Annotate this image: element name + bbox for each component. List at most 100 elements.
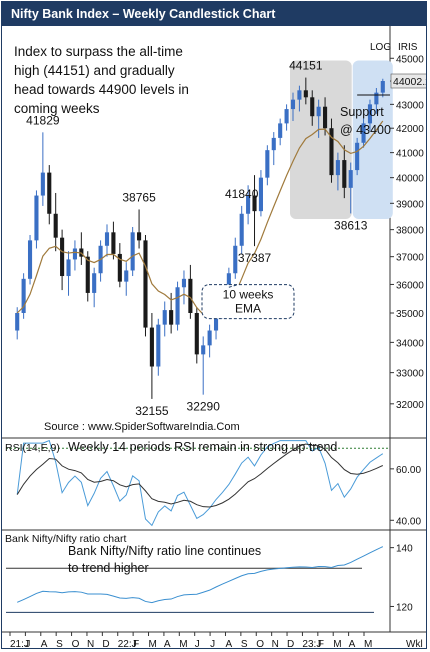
x-tick-label: A (164, 639, 171, 649)
x-tick-label: D (102, 639, 109, 649)
candle-body (348, 170, 353, 188)
candle-body (284, 109, 289, 124)
x-tick-label: S (56, 639, 63, 649)
candle-body (143, 240, 148, 328)
ema-callout-text: EMA (235, 302, 261, 316)
ratio-y-tick-label: 140 (396, 544, 413, 555)
x-tick-label: F (318, 639, 324, 649)
peak-label: 44151 (289, 59, 323, 73)
ratio-line (17, 546, 384, 604)
candle-body (34, 195, 39, 241)
x-tick-label: O (256, 639, 264, 649)
candle-body (47, 172, 52, 214)
source-text: Source : www.SpiderSoftwareIndia.Com (44, 421, 240, 433)
candle-body (207, 330, 212, 346)
x-tick-label: M (179, 639, 187, 649)
x-tick-label: 22:J (118, 639, 137, 649)
candle-body (137, 232, 142, 241)
peak-label: 41840 (225, 187, 259, 201)
ema-callout-text: 10 weeks (223, 288, 274, 302)
y-tick-label: 35000 (396, 309, 424, 320)
candle-body (278, 123, 283, 138)
peak-label: 32290 (187, 400, 221, 414)
ratio-caption: to trend higher (68, 561, 149, 575)
candle-body (233, 245, 238, 274)
annotation-text: high (44151) and gradually (14, 63, 175, 78)
log-label: LOG (370, 42, 391, 53)
y-tick-label: 43000 (396, 100, 424, 111)
candle-body (15, 312, 20, 331)
candle-body (175, 287, 180, 325)
candle-body (130, 232, 135, 271)
x-tick-label: M (149, 639, 157, 649)
x-tick-label: M (333, 639, 341, 649)
y-tick-label: 37000 (396, 253, 424, 264)
x-tick-label: S (241, 639, 248, 649)
candle-body (53, 213, 58, 238)
candle-body (162, 310, 167, 325)
candle-body (367, 104, 373, 124)
y-tick-label: 45000 (396, 54, 424, 65)
consolidation-highlight (290, 60, 352, 220)
candle-body (374, 92, 379, 105)
candle-body (290, 99, 296, 110)
candle-body (124, 270, 129, 282)
y-tick-label: 32000 (396, 400, 424, 411)
candle-body (303, 90, 308, 98)
x-tick-label: 21:J (10, 639, 29, 649)
x-tick-label: M (364, 639, 372, 649)
candle-body (252, 195, 257, 212)
ema-callout-pointer (228, 284, 239, 288)
candle-body (380, 81, 385, 93)
last-value-label: 44002.2 (393, 76, 427, 88)
candle-body (323, 106, 328, 129)
x-tick-label: A (225, 639, 232, 649)
candle-body (316, 106, 321, 117)
candle-body (194, 312, 199, 355)
candle-body (117, 253, 122, 282)
x-tick-label: O (72, 639, 80, 649)
candle-body (310, 97, 315, 117)
candle-body (149, 327, 154, 367)
candle-body (92, 273, 97, 293)
annotation-text: head towards 44900 levels in (14, 82, 189, 97)
candle-body (361, 123, 366, 143)
candle-body (213, 310, 219, 331)
ema-line (16, 120, 384, 318)
candle-body (297, 90, 302, 100)
candle-body (355, 142, 360, 171)
x-tick-label: F (133, 639, 139, 649)
breakout-highlight (352, 60, 393, 220)
candle-body (226, 273, 231, 293)
candle-body (246, 195, 251, 214)
annotation-text: coming weeks (14, 101, 100, 116)
rsi-line (16, 439, 384, 527)
last-value-badge (390, 73, 426, 89)
y-tick-label: 41000 (396, 149, 424, 160)
peak-label: 41829 (26, 113, 60, 127)
chart-canvas: 32000 33000 34000 35000 36000 37000 38000 39000… (2, 26, 427, 649)
y-tick-label: 33000 (396, 369, 424, 380)
y-tick-label: 42000 (396, 124, 424, 135)
support-label: @ 43400 (340, 123, 391, 137)
candle-body (201, 345, 206, 355)
candle-body (342, 160, 347, 188)
candle-body (239, 213, 244, 246)
y-tick-label: 40000 (396, 174, 424, 185)
x-tick-label: A (349, 639, 356, 649)
candle-body (329, 128, 334, 176)
x-tick-label: D (287, 639, 294, 649)
candle-body (40, 172, 45, 196)
ratio-label: Bank Nifty/Nifty ratio chart (5, 533, 126, 545)
y-tick-label: 38000 (396, 226, 424, 237)
candle-body (60, 237, 65, 277)
candle-body (72, 248, 77, 260)
y-tick-label: 36000 (396, 280, 424, 291)
candle-body (85, 256, 90, 293)
peak-label: 38765 (122, 190, 156, 204)
rsi-y-tick-label: 60.00 (396, 465, 421, 476)
ratio-y-tick-label: 120 (396, 602, 413, 613)
candle-body (21, 278, 26, 313)
candle-body (181, 278, 187, 288)
